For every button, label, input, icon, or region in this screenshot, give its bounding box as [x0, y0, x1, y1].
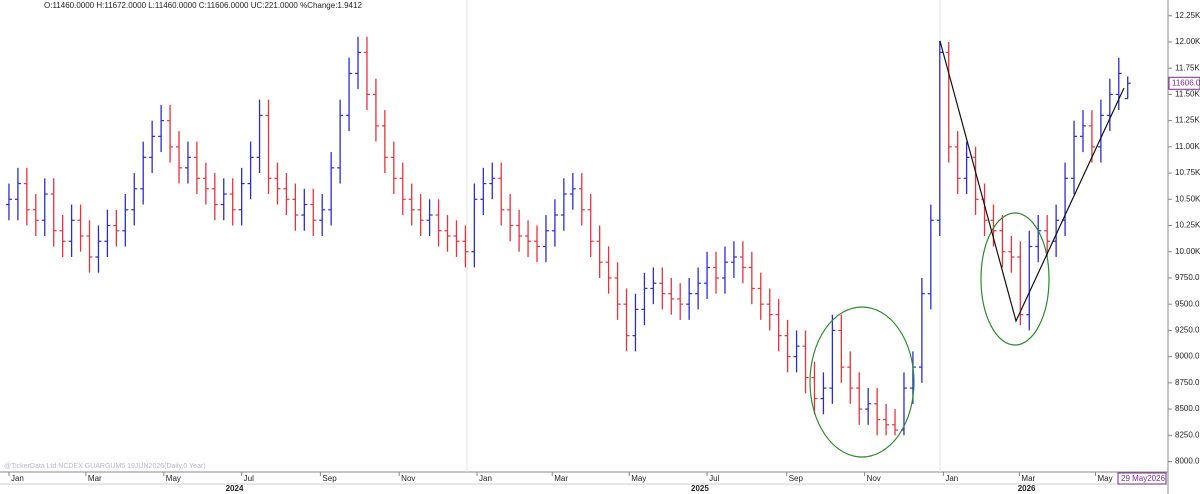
- x-tick-label: Nov: [867, 474, 881, 483]
- x-tick-label: Jan: [479, 474, 492, 483]
- x-tick-label: Jan: [945, 474, 958, 483]
- last-price-label: 11606.0: [1172, 78, 1200, 87]
- x-tick-label: Jan: [11, 474, 24, 483]
- y-tick-label: 12.00K: [1175, 37, 1200, 46]
- y-tick-label: 8500.0K: [1175, 404, 1200, 413]
- x-tick-label: Jul: [244, 474, 254, 483]
- annotations: [809, 40, 1125, 458]
- trend-line: [939, 40, 1125, 323]
- x-tick-label: Sep: [789, 474, 804, 483]
- watermark: @TickerData Ltd NCDEX GUARGUM5 19JUN2026…: [4, 463, 206, 470]
- y-tick-label: 8250.0K: [1175, 430, 1200, 439]
- last-date-label: 29 May2026: [1121, 474, 1166, 483]
- highlight-ellipse: [980, 212, 1050, 346]
- x-tick-label: Mar: [554, 474, 568, 483]
- x-tick-label: Jul: [709, 474, 719, 483]
- year-label: 2026: [1018, 484, 1036, 493]
- x-tick-label: May: [166, 474, 181, 483]
- y-tick-label: 10.25K: [1175, 221, 1200, 230]
- y-tick-label: 10.75K: [1175, 168, 1200, 177]
- y-tick-label: 11.25K: [1175, 116, 1200, 125]
- y-tick-label: 9750.0K: [1175, 273, 1200, 282]
- y-tick-label: 11.00K: [1175, 142, 1200, 151]
- highlight-ellipse: [809, 306, 915, 458]
- x-tick-label: Sep: [322, 474, 337, 483]
- y-tick-label: 9000.0K: [1175, 352, 1200, 361]
- y-tick-label: 10.00K: [1175, 247, 1200, 256]
- last-date-box: [1117, 472, 1167, 485]
- y-tick-label: 8000.0K: [1175, 457, 1200, 466]
- ohlc-header: O:11460.0000 H:11672.0000 L:11460.0000 C…: [44, 1, 362, 10]
- x-tick-label: May: [1098, 474, 1113, 483]
- y-tick-label: 8750.0K: [1175, 378, 1200, 387]
- bars: [5, 36, 1131, 436]
- x-tick-label: May: [631, 474, 646, 483]
- y-tick-label: 9250.0K: [1175, 326, 1200, 335]
- x-tick-label: Nov: [401, 474, 415, 483]
- x-tick-label: Mar: [1021, 474, 1035, 483]
- x-tick-label: Mar: [88, 474, 102, 483]
- y-tick-label: 11.75K: [1175, 63, 1200, 72]
- y-tick-label: 12.25K: [1175, 11, 1200, 20]
- year-label: 2024: [226, 484, 244, 493]
- y-tick-label: 9500.0K: [1175, 299, 1200, 308]
- y-tick-label: 11.50K: [1175, 90, 1200, 99]
- year-label: 2025: [691, 484, 709, 493]
- y-tick-label: 10.50K: [1175, 194, 1200, 203]
- last-price-box: [1168, 76, 1200, 90]
